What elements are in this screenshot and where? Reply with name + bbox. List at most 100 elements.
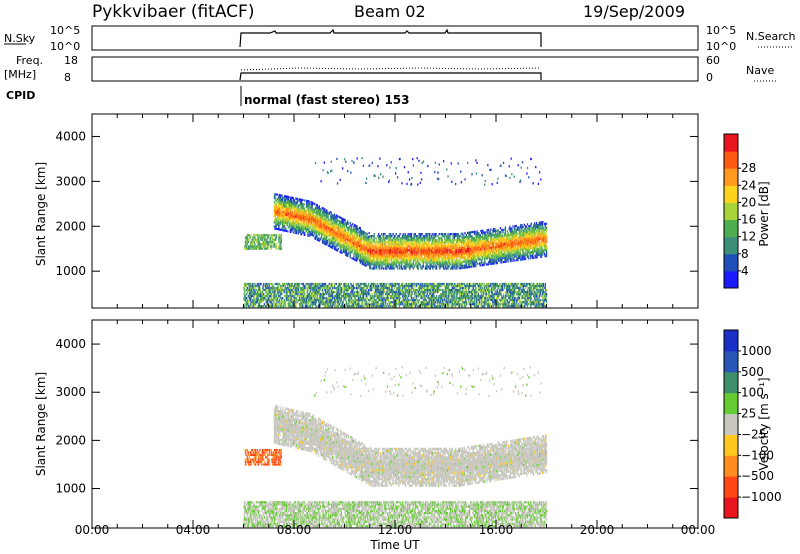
data-cell <box>265 295 267 298</box>
data-cell <box>348 286 351 290</box>
data-cell <box>417 286 419 290</box>
data-cell <box>270 240 272 244</box>
data-cell <box>282 209 284 212</box>
data-cell <box>335 297 337 300</box>
data-cell <box>260 305 262 308</box>
data-cell <box>347 284 349 288</box>
data-cell <box>327 216 329 219</box>
nsearch-label: N.Search <box>746 30 796 43</box>
data-cell <box>314 217 317 220</box>
data-cell <box>282 212 284 216</box>
data-cell <box>299 297 301 300</box>
data-cell <box>355 230 357 234</box>
data-cell <box>278 293 280 296</box>
data-cell <box>395 257 397 260</box>
data-cell <box>262 305 264 308</box>
data-cell <box>379 235 382 238</box>
data-cell <box>355 233 358 236</box>
data-cell <box>340 301 342 304</box>
data-cell <box>386 291 389 294</box>
data-cell <box>335 214 337 217</box>
data-cell <box>262 299 264 302</box>
data-cell <box>338 291 340 294</box>
data-cell <box>388 299 390 302</box>
data-cell <box>323 305 325 308</box>
data-cell <box>351 243 353 246</box>
data-cell <box>301 286 303 290</box>
data-cell <box>328 241 330 244</box>
data-cell <box>378 295 380 298</box>
data-cell <box>274 209 276 212</box>
data-cell <box>397 288 399 292</box>
data-cell <box>258 303 260 306</box>
data-cell <box>300 305 303 308</box>
data-cell <box>355 282 357 286</box>
data-cell <box>269 295 271 298</box>
data-cell <box>276 286 278 290</box>
data-cell <box>302 223 305 226</box>
data-cell <box>287 297 289 300</box>
data-cell <box>351 286 353 290</box>
data-cell <box>400 255 402 258</box>
data-cell <box>253 240 255 244</box>
data-cell <box>383 301 385 304</box>
data-cell <box>318 213 320 216</box>
data-cell <box>302 225 305 228</box>
data-cell <box>336 219 339 222</box>
data-cell <box>341 227 343 230</box>
data-cell <box>294 301 296 304</box>
data-cell <box>384 293 387 296</box>
data-cell <box>307 303 310 306</box>
data-cell <box>413 265 416 268</box>
data-cell <box>411 247 413 250</box>
data-cell <box>294 219 296 222</box>
data-cell <box>308 212 310 215</box>
data-cell <box>352 282 354 286</box>
data-cell <box>342 167 344 170</box>
data-cell <box>352 249 354 252</box>
data-cell <box>330 211 332 214</box>
data-cell <box>306 230 308 233</box>
data-cell <box>278 236 280 239</box>
data-cell <box>258 247 260 250</box>
data-cell <box>323 303 325 306</box>
data-cell <box>292 213 294 216</box>
data-cell <box>372 241 374 244</box>
data-cell <box>347 228 349 231</box>
data-cell <box>356 225 358 228</box>
data-cell <box>346 303 348 306</box>
data-cell <box>318 239 320 242</box>
data-cell <box>312 218 315 221</box>
data-cell <box>334 291 336 294</box>
data-cell <box>335 226 337 229</box>
data-cell <box>321 282 324 286</box>
data-cell <box>295 224 298 227</box>
data-cell <box>243 288 245 292</box>
data-cell <box>353 254 355 257</box>
data-cell <box>415 301 418 304</box>
data-cell <box>326 171 329 174</box>
data-cell <box>300 219 303 222</box>
data-cell <box>342 224 344 227</box>
data-cell <box>263 295 265 298</box>
data-cell <box>308 210 310 213</box>
data-cell <box>421 267 423 270</box>
data-cell <box>321 228 323 232</box>
data-cell <box>347 246 349 249</box>
data-cell <box>246 284 248 288</box>
data-cell <box>306 299 308 302</box>
data-cell <box>402 241 404 244</box>
data-cell <box>341 235 343 238</box>
data-cell <box>341 225 343 228</box>
data-cell <box>254 247 256 250</box>
data-cell <box>417 265 419 268</box>
data-cell <box>338 226 341 229</box>
data-cell <box>326 291 328 294</box>
data-cell <box>395 297 397 300</box>
data-cell <box>293 297 295 300</box>
data-cell <box>271 286 273 290</box>
data-cell <box>327 172 329 175</box>
data-cell <box>334 229 336 233</box>
cpid-row: CPID normal (fast stereo) 153 <box>6 86 410 107</box>
